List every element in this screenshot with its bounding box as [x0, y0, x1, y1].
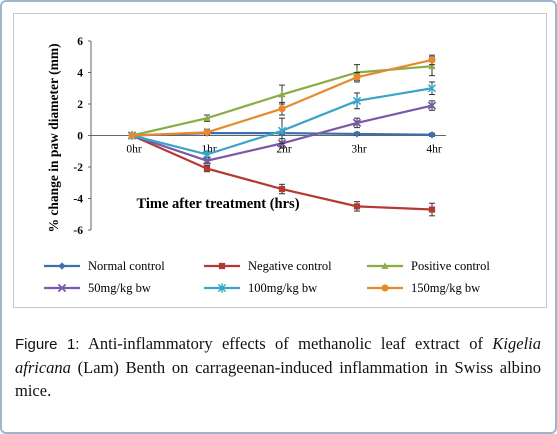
legend: Normal control Negative control Positive c…: [44, 259, 490, 295]
data-point: [278, 185, 286, 193]
data-point: [202, 156, 212, 165]
caption-text-end: (Lam) Benth on carrageenan-induced infla…: [15, 358, 541, 400]
data-point: [217, 283, 227, 293]
data-point: [278, 105, 286, 113]
data-point: [218, 262, 226, 270]
data-point: [353, 203, 361, 210]
x-tick-label: 3hr: [351, 144, 367, 156]
data-point: [381, 262, 389, 269]
caption-lead: Figure 1:: [15, 336, 80, 353]
legend-item: Normal control: [44, 259, 165, 273]
y-tick-label: -6: [73, 225, 83, 237]
legend-item: 100mg/kg bw: [204, 281, 317, 295]
legend-item: Negative control: [204, 259, 332, 273]
data-point: [428, 62, 436, 70]
legend-label: Normal control: [88, 259, 165, 273]
caption-species: Kigelia africana: [15, 334, 541, 377]
data-point: [381, 284, 389, 292]
data-point: [353, 130, 361, 138]
series-group: [127, 54, 437, 217]
legend-item: 50mg/kg bw: [44, 281, 151, 295]
chart-area: -6 -4 -2 0 2 4 6 0hr 1hr 2hr 3hr 4hr Time after tre…: [13, 13, 547, 308]
data-point: [277, 126, 287, 136]
data-point: [202, 149, 212, 159]
y-tick-label: 4: [77, 68, 83, 80]
y-tick-label: 0: [77, 131, 83, 143]
caption-text: Anti-inflammatory effects of methanolic …: [79, 334, 493, 353]
data-point: [353, 73, 361, 81]
legend-label: 50mg/kg bw: [88, 281, 151, 295]
figure-caption: Figure 1: Anti-inflammatory effects of m…: [15, 332, 541, 402]
y-tick-label: 6: [77, 36, 83, 48]
data-point: [427, 101, 437, 110]
y-tick-label: -2: [73, 162, 83, 174]
data-point: [203, 114, 211, 122]
y-tick-label: -4: [73, 194, 83, 206]
y-axis-label: % change in paw diameter (mm): [46, 43, 61, 232]
data-point: [352, 96, 362, 106]
data-point: [128, 131, 136, 140]
legend-label: 100mg/kg bw: [248, 281, 317, 295]
legend-label: Negative control: [248, 259, 332, 273]
data-point: [428, 131, 436, 139]
data-point: [58, 262, 66, 270]
x-tick-label: 2hr: [276, 144, 292, 156]
x-tick-label: 4hr: [426, 144, 442, 156]
y-tick-label: 2: [77, 99, 83, 111]
data-point: [57, 283, 67, 293]
data-point: [203, 165, 211, 172]
x-tick-label: 0hr: [126, 144, 142, 156]
data-point: [428, 206, 436, 213]
x-axis-label: Time after treatment (hrs): [136, 196, 299, 212]
legend-item: 150mg/kg bw: [367, 281, 480, 295]
data-point: [428, 56, 436, 64]
data-point: [352, 118, 362, 128]
series-150mg-kg-bw: [128, 54, 436, 140]
data-point: [427, 83, 437, 93]
legend-label: Positive control: [411, 259, 490, 273]
data-point: [203, 128, 211, 136]
series-negative-control: [128, 132, 436, 217]
legend-item: Positive control: [367, 259, 490, 273]
legend-label: 150mg/kg bw: [411, 281, 480, 295]
data-point: [278, 90, 286, 98]
